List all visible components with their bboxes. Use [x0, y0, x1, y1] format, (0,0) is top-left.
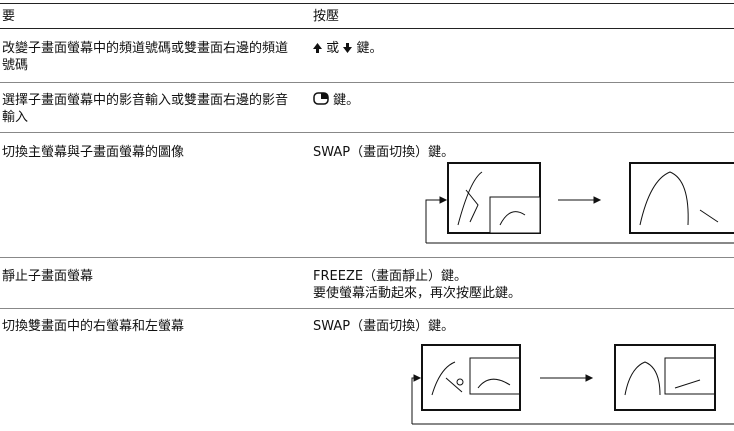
rule: [0, 3, 734, 4]
input-icon: [313, 92, 329, 105]
action-text: 鍵。: [333, 93, 360, 108]
target-cell: 切換雙畫面中的右螢幕和左螢幕: [2, 319, 185, 334]
action-line: 要使螢幕活動起來，再次按壓此鍵。: [313, 286, 522, 301]
rule: [0, 308, 734, 309]
up-icon: [313, 43, 322, 53]
target-cell: 改變子畫面螢幕中的頻道號碼或雙畫面右邊的頻道號碼: [2, 41, 289, 73]
rule: [0, 82, 734, 83]
action-cell: 鍵。: [313, 92, 359, 109]
action-cell: SWAP（畫面切換）鍵。: [313, 145, 455, 160]
action-text: 鍵。: [356, 41, 383, 56]
target-cell: 切換主螢幕與子畫面螢幕的圖像: [2, 145, 185, 160]
header-cell: 按壓: [313, 9, 340, 24]
down-icon: [343, 43, 353, 53]
target-cell: 靜止子畫面螢幕: [2, 269, 94, 284]
action-cell: 或 鍵。: [313, 40, 382, 57]
action-cell: FREEZE（畫面靜止）鍵。 要使螢幕活動起來，再次按壓此鍵。: [313, 268, 521, 302]
action-line: FREEZE（畫面靜止）鍵。: [313, 269, 468, 284]
action-cell: SWAP（畫面切換）鍵。: [313, 319, 455, 334]
rule: [0, 257, 734, 258]
rule: [0, 28, 734, 29]
target-cell: 選擇子畫面螢幕中的影音輸入或雙畫面右邊的影音輸入: [2, 93, 289, 125]
rule: [0, 132, 734, 133]
action-text: 或: [326, 41, 340, 56]
header-cell: 要: [2, 9, 16, 24]
